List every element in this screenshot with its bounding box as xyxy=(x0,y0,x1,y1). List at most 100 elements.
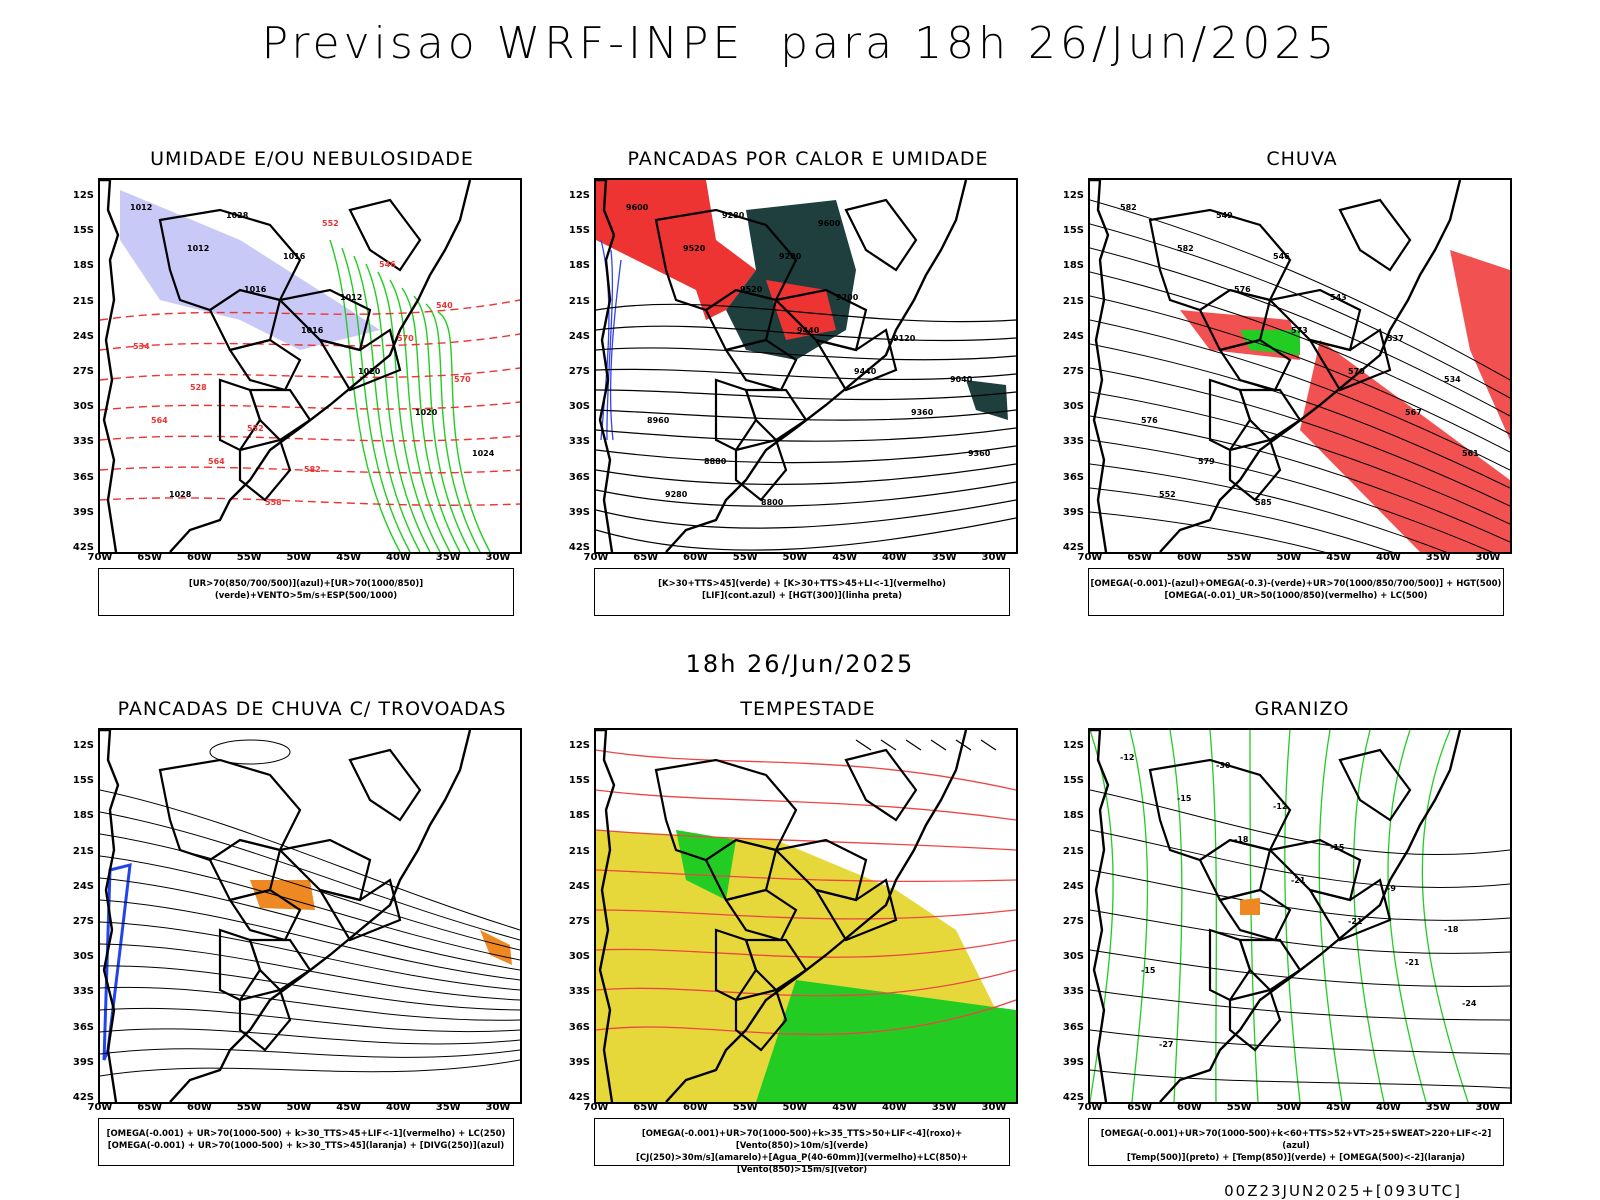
streamline xyxy=(1090,415,1510,543)
lon-tick-label: 30W xyxy=(981,1102,1007,1113)
lon-tick-label: 40W xyxy=(1376,1102,1401,1113)
contour-label: -21 xyxy=(1291,876,1306,885)
lat-tick-label: 27S xyxy=(1062,916,1084,927)
contour-label: 8960 xyxy=(647,416,670,425)
lat-tick-label: 12S xyxy=(568,190,590,201)
low-level-humidity-contour xyxy=(389,279,451,552)
lon-tick-label: 45W xyxy=(832,552,858,563)
contour-label: 534 xyxy=(133,342,150,351)
coastline xyxy=(100,730,472,1102)
temperature-500-contour xyxy=(1090,989,1510,1021)
lon-tick-label: 30W xyxy=(1475,552,1501,563)
streamline xyxy=(100,1028,520,1045)
streamline xyxy=(1090,463,1448,552)
panel-title: PANCADAS DE CHUVA C/ TROVOADAS xyxy=(117,698,507,720)
contour-label: -12 xyxy=(1120,753,1134,762)
low-level-humidity-contour xyxy=(437,311,491,552)
lon-tick-label: 55W xyxy=(732,552,758,563)
low-level-humidity-contour xyxy=(353,255,421,552)
geopotential-contour xyxy=(596,409,1016,421)
streamline-850 xyxy=(596,969,1016,997)
streamline-850 xyxy=(596,909,1016,920)
lon-tick-label: 50W xyxy=(1276,552,1302,563)
state-border xyxy=(238,438,292,502)
legend-line: [K>30+TTS>45](verde) + [K>30+TTS>45+LI<-… xyxy=(658,579,946,589)
legend-line: [OMEGA(-0.001) + UR>70(1000-500) + k>30_… xyxy=(106,1129,506,1139)
contour-label: -9 xyxy=(1387,884,1396,893)
temperature-500-contour xyxy=(1090,1029,1510,1055)
geopotential-contour xyxy=(596,463,1016,485)
contour-label: 1016 xyxy=(283,252,306,261)
thickness-contour xyxy=(100,299,520,321)
contour-label: 9360 xyxy=(968,449,991,458)
lifted-index-contour xyxy=(609,259,622,441)
streamline-850 xyxy=(596,789,1016,821)
streamline-850 xyxy=(596,999,1016,1036)
contour-label: 546 xyxy=(1273,252,1290,261)
panel-legend: [K>30+TTS>45](verde) + [K>30+TTS>45+LI<-… xyxy=(594,568,1010,616)
lon-tick-label: 55W xyxy=(236,1102,262,1113)
convective-area xyxy=(966,380,1008,420)
map-panel-2: PANCADAS POR CALOR E UMIDADE 12S 15S 18S 21S… xyxy=(569,148,1038,628)
lat-tick-label: 30S xyxy=(568,951,590,963)
lon-tick-label: 55W xyxy=(236,552,262,563)
state-border xyxy=(317,878,402,942)
state-border xyxy=(1267,838,1362,902)
temperature-500-contour xyxy=(1090,909,1510,954)
contour-label: 9520 xyxy=(740,285,763,294)
state-border xyxy=(348,198,422,272)
lat-tick-label: 42S xyxy=(568,542,590,553)
state-border xyxy=(773,838,868,902)
low-level-humidity-contour xyxy=(365,263,431,552)
contour-label: 558 xyxy=(265,498,282,507)
lat-tick-label: 12S xyxy=(568,740,590,751)
temperature-850-contour xyxy=(1129,730,1149,1102)
lat-tick-label: 39S xyxy=(72,506,94,518)
legend-line: [OMEGA(-0.001)+UR>70(1000-500)+k<60+TTS>… xyxy=(1100,1129,1492,1151)
panel-title: PANCADAS POR CALOR E UMIDADE xyxy=(627,148,989,170)
lon-tick-label: 70W xyxy=(87,552,113,563)
lat-tick-label: 33S xyxy=(568,986,590,998)
lat-tick-label: 15S xyxy=(1062,775,1084,787)
lat-tick-label: 21S xyxy=(568,845,590,857)
lat-tick-label: 39S xyxy=(72,1056,94,1068)
contour-label: 570 xyxy=(454,375,471,384)
lon-tick-label: 30W xyxy=(981,552,1007,563)
forecast-map xyxy=(594,728,1018,1104)
lat-tick-label: 30S xyxy=(1062,951,1084,963)
contour-label: 582 xyxy=(304,465,321,474)
contour-label: 546 xyxy=(379,260,396,269)
forecast-map: -12 -15 -18 -21 -21 -21 -24 -27 -30 -12 -15 -9 -18 -1… xyxy=(1088,728,1512,1104)
geopotential-contour xyxy=(596,427,1016,442)
contour-label: -21 xyxy=(1405,958,1420,967)
geopotential-contour xyxy=(596,347,1016,361)
streamline xyxy=(1090,343,1510,489)
contour-label: 528 xyxy=(190,383,207,392)
contour-label: 582 xyxy=(1177,244,1194,253)
state-border xyxy=(724,888,798,942)
lifted-index-contour xyxy=(606,249,614,441)
state-border xyxy=(1208,928,1252,1002)
contour-label: 8880 xyxy=(704,457,727,466)
state-border xyxy=(714,378,758,452)
lon-tick-label: 70W xyxy=(1077,1102,1103,1113)
panel-legend: [OMEGA(-0.001)+UR>70(1000-500)+k<60+TTS>… xyxy=(1088,1118,1504,1166)
contour-label: 1012 xyxy=(340,293,362,302)
contour-label: 573 xyxy=(1291,326,1308,335)
lat-tick-label: 42S xyxy=(1062,1092,1084,1103)
lon-tick-label: 70W xyxy=(87,1102,113,1113)
lon-tick-label: 60W xyxy=(187,552,212,563)
strong-wind-area xyxy=(676,830,736,900)
lon-tick-label: 70W xyxy=(583,1102,609,1113)
streamline-850 xyxy=(596,869,1016,883)
lon-tick-label: 55W xyxy=(1226,1102,1252,1113)
low-level-humidity-contour xyxy=(413,295,471,552)
streamline xyxy=(1090,391,1510,525)
contour-label: -24 xyxy=(1462,999,1477,1008)
rain-area xyxy=(1450,250,1510,440)
state-border xyxy=(734,438,788,502)
contour-label: 9600 xyxy=(626,203,649,212)
lon-tick-label: 50W xyxy=(286,1102,312,1113)
contour-label: 564 xyxy=(151,416,168,425)
low-level-humidity-contour xyxy=(425,303,481,552)
